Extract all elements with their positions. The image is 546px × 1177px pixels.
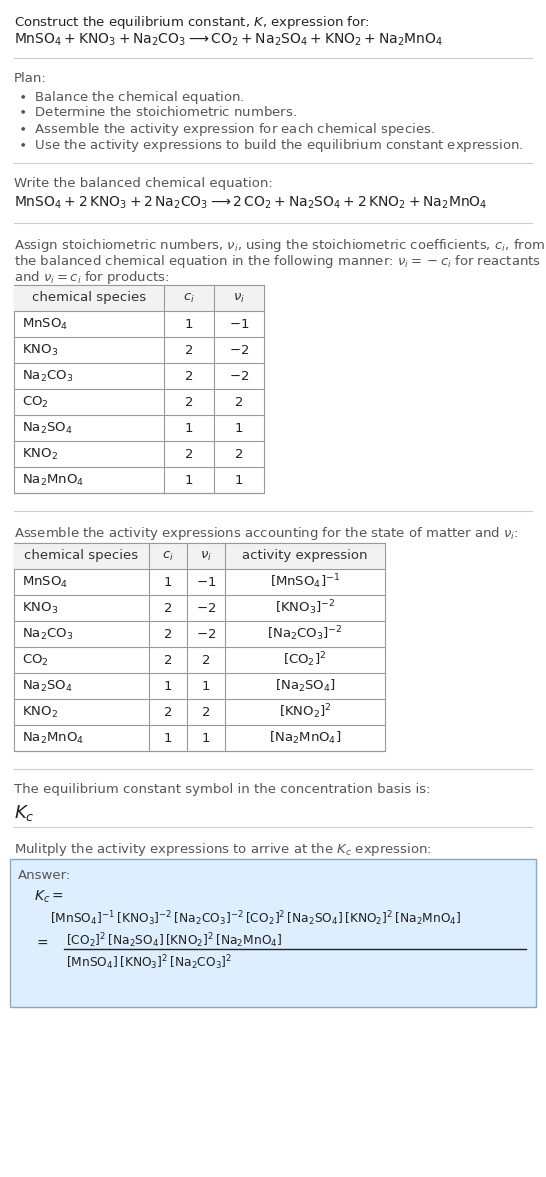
Text: $\mathrm{KNO_2}$: $\mathrm{KNO_2}$ xyxy=(22,446,58,461)
Text: $[\mathrm{KNO_3}]^{-2}$: $[\mathrm{KNO_3}]^{-2}$ xyxy=(275,599,335,618)
Text: $[\mathrm{MnSO_4}]^{-1}$: $[\mathrm{MnSO_4}]^{-1}$ xyxy=(270,573,340,591)
Bar xyxy=(10,859,536,1008)
Text: 2: 2 xyxy=(185,344,193,357)
Text: chemical species: chemical species xyxy=(25,550,139,563)
Text: $\mathrm{MnSO_4 + 2\,KNO_3 + 2\,Na_2CO_3 \longrightarrow 2\,CO_2 + Na_2SO_4 + 2\: $\mathrm{MnSO_4 + 2\,KNO_3 + 2\,Na_2CO_3… xyxy=(14,195,488,212)
Text: $-2$: $-2$ xyxy=(196,601,216,614)
Text: 1: 1 xyxy=(185,473,193,486)
Text: Assemble the activity expressions accounting for the state of matter and $\nu_i$: Assemble the activity expressions accoun… xyxy=(14,525,519,541)
Text: $1$: $1$ xyxy=(201,679,211,692)
Text: activity expression: activity expression xyxy=(242,550,368,563)
Text: $-1$: $-1$ xyxy=(229,318,249,331)
Text: $c_i$: $c_i$ xyxy=(162,550,174,563)
Bar xyxy=(14,543,385,568)
Text: 2: 2 xyxy=(185,370,193,383)
Text: 2: 2 xyxy=(164,653,172,666)
Text: $[\mathrm{CO_2}]^{2}\,[\mathrm{Na_2SO_4}]\,[\mathrm{KNO_2}]^{2}\,[\mathrm{Na_2Mn: $[\mathrm{CO_2}]^{2}\,[\mathrm{Na_2SO_4}… xyxy=(66,931,282,950)
Text: $K_c$: $K_c$ xyxy=(14,803,34,823)
Text: $\mathrm{Na_2SO_4}$: $\mathrm{Na_2SO_4}$ xyxy=(22,420,73,435)
Text: $K_c =$: $K_c =$ xyxy=(34,889,64,905)
Text: $2$: $2$ xyxy=(234,447,244,460)
Text: $2$: $2$ xyxy=(201,705,211,718)
Bar xyxy=(14,285,264,311)
Text: 2: 2 xyxy=(185,395,193,408)
Text: $\mathrm{Na_2MnO_4}$: $\mathrm{Na_2MnO_4}$ xyxy=(22,731,84,745)
Text: $\bullet$  Use the activity expressions to build the equilibrium constant expres: $\bullet$ Use the activity expressions t… xyxy=(18,137,524,154)
Text: 1: 1 xyxy=(164,731,172,745)
Text: $\mathrm{MnSO_4 + KNO_3 + Na_2CO_3 \longrightarrow CO_2 + Na_2SO_4 + KNO_2 + Na_: $\mathrm{MnSO_4 + KNO_3 + Na_2CO_3 \long… xyxy=(14,32,443,48)
Text: 1: 1 xyxy=(185,318,193,331)
Text: 1: 1 xyxy=(185,421,193,434)
Text: $c_i$: $c_i$ xyxy=(183,292,195,305)
Text: $\mathrm{KNO_3}$: $\mathrm{KNO_3}$ xyxy=(22,343,58,358)
Text: $1$: $1$ xyxy=(201,731,211,745)
Text: $-2$: $-2$ xyxy=(229,344,249,357)
Text: $\bullet$  Balance the chemical equation.: $\bullet$ Balance the chemical equation. xyxy=(18,89,245,106)
Text: The equilibrium constant symbol in the concentration basis is:: The equilibrium constant symbol in the c… xyxy=(14,783,430,796)
Text: $-1$: $-1$ xyxy=(196,576,216,588)
Text: and $\nu_i = c_i$ for products:: and $\nu_i = c_i$ for products: xyxy=(14,270,170,286)
Text: Mulitply the activity expressions to arrive at the $K_c$ expression:: Mulitply the activity expressions to arr… xyxy=(14,842,432,858)
Text: Assign stoichiometric numbers, $\nu_i$, using the stoichiometric coefficients, $: Assign stoichiometric numbers, $\nu_i$, … xyxy=(14,237,545,254)
Text: $\mathrm{CO_2}$: $\mathrm{CO_2}$ xyxy=(22,652,49,667)
Text: 1: 1 xyxy=(164,679,172,692)
Text: Plan:: Plan: xyxy=(14,72,47,85)
Text: $2$: $2$ xyxy=(234,395,244,408)
Text: Construct the equilibrium constant, $K$, expression for:: Construct the equilibrium constant, $K$,… xyxy=(14,14,370,31)
Text: $\bullet$  Determine the stoichiometric numbers.: $\bullet$ Determine the stoichiometric n… xyxy=(18,105,297,119)
Text: $-2$: $-2$ xyxy=(229,370,249,383)
Text: $1$: $1$ xyxy=(234,421,244,434)
Text: $\mathrm{KNO_2}$: $\mathrm{KNO_2}$ xyxy=(22,705,58,719)
Text: $2$: $2$ xyxy=(201,653,211,666)
Text: Answer:: Answer: xyxy=(18,869,71,882)
Text: $\mathrm{Na_2CO_3}$: $\mathrm{Na_2CO_3}$ xyxy=(22,626,73,641)
Text: 2: 2 xyxy=(164,705,172,718)
Text: $\mathrm{Na_2SO_4}$: $\mathrm{Na_2SO_4}$ xyxy=(22,678,73,693)
Text: $[\mathrm{CO_2}]^{2}$: $[\mathrm{CO_2}]^{2}$ xyxy=(283,651,327,670)
Bar xyxy=(14,285,264,493)
Text: $\mathrm{MnSO_4}$: $\mathrm{MnSO_4}$ xyxy=(22,317,68,332)
Text: $-2$: $-2$ xyxy=(196,627,216,640)
Text: Write the balanced chemical equation:: Write the balanced chemical equation: xyxy=(14,177,273,189)
Text: $[\mathrm{MnSO_4}]\,[\mathrm{KNO_3}]^{2}\,[\mathrm{Na_2CO_3}]^{2}$: $[\mathrm{MnSO_4}]\,[\mathrm{KNO_3}]^{2}… xyxy=(66,953,233,972)
Text: $\mathrm{Na_2MnO_4}$: $\mathrm{Na_2MnO_4}$ xyxy=(22,472,84,487)
Text: $\nu_i$: $\nu_i$ xyxy=(233,292,245,305)
Text: $[\mathrm{Na_2CO_3}]^{-2}$: $[\mathrm{Na_2CO_3}]^{-2}$ xyxy=(267,625,343,644)
Text: $\mathrm{KNO_3}$: $\mathrm{KNO_3}$ xyxy=(22,600,58,616)
Text: $1$: $1$ xyxy=(234,473,244,486)
Bar xyxy=(14,543,385,751)
Text: the balanced chemical equation in the following manner: $\nu_i = -c_i$ for react: the balanced chemical equation in the fo… xyxy=(14,253,541,270)
Text: $\nu_i$: $\nu_i$ xyxy=(200,550,212,563)
Text: 2: 2 xyxy=(164,601,172,614)
Text: $\bullet$  Assemble the activity expression for each chemical species.: $\bullet$ Assemble the activity expressi… xyxy=(18,121,435,138)
Text: $[\mathrm{Na_2SO_4}]$: $[\mathrm{Na_2SO_4}]$ xyxy=(275,678,335,694)
Text: 1: 1 xyxy=(164,576,172,588)
Text: $\mathrm{Na_2CO_3}$: $\mathrm{Na_2CO_3}$ xyxy=(22,368,73,384)
Text: chemical species: chemical species xyxy=(32,292,146,305)
Text: $\mathrm{MnSO_4}$: $\mathrm{MnSO_4}$ xyxy=(22,574,68,590)
Text: $[\mathrm{Na_2MnO_4}]$: $[\mathrm{Na_2MnO_4}]$ xyxy=(269,730,341,746)
Text: 2: 2 xyxy=(164,627,172,640)
Text: $[\mathrm{KNO_2}]^{2}$: $[\mathrm{KNO_2}]^{2}$ xyxy=(278,703,331,722)
Text: 2: 2 xyxy=(185,447,193,460)
Text: $[\mathrm{MnSO_4}]^{-1}\,[\mathrm{KNO_3}]^{-2}\,[\mathrm{Na_2CO_3}]^{-2}\,[\math: $[\mathrm{MnSO_4}]^{-1}\,[\mathrm{KNO_3}… xyxy=(50,909,461,927)
Text: $=$: $=$ xyxy=(34,935,49,949)
Text: $\mathrm{CO_2}$: $\mathrm{CO_2}$ xyxy=(22,394,49,410)
